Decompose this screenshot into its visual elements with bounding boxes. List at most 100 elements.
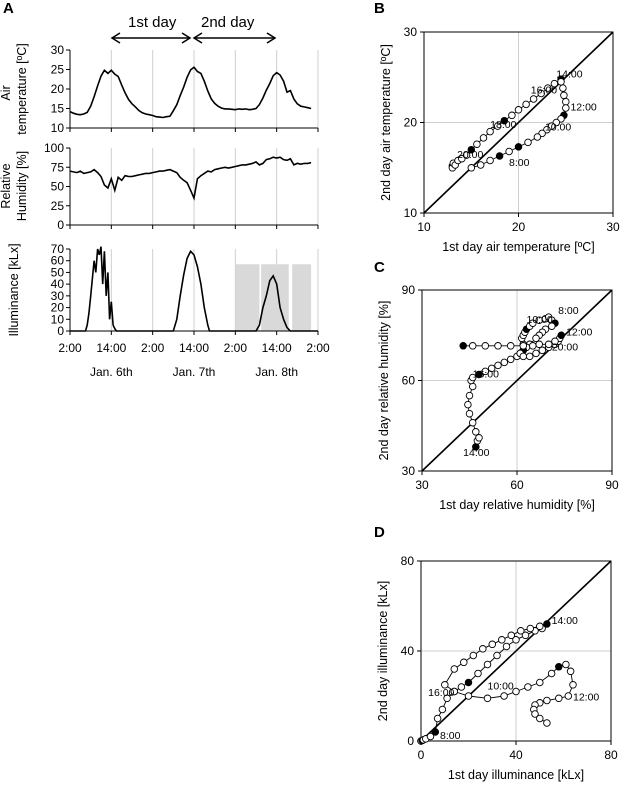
time-label: 10:00	[488, 680, 514, 692]
data-point	[544, 84, 552, 92]
data-point	[519, 342, 528, 350]
y-tick-label: 30	[404, 25, 418, 39]
shaded-region	[235, 264, 260, 331]
y-tick-label: 30	[51, 43, 65, 57]
y-tick-label: 30	[402, 464, 416, 478]
y-tick-label: 20	[51, 301, 65, 315]
y-tick-label: 25	[51, 199, 65, 213]
time-label: 14:00	[552, 615, 578, 627]
data-point	[519, 352, 528, 361]
data-point	[551, 337, 559, 346]
data-point	[531, 710, 539, 718]
y-tick-label: 20	[51, 82, 65, 96]
y-axis-title: 2nd day air temperature [ºC]	[379, 44, 393, 201]
time-label: 14:00	[463, 447, 489, 459]
y-tick-label: 40	[51, 277, 65, 291]
x-axis-title: 1st day air temperature [ºC]	[442, 240, 595, 254]
time-label: 18:00	[490, 119, 516, 131]
y-tick-label: 20	[404, 116, 418, 130]
x-axis-title: 1st day illuminance [kLx]	[448, 768, 584, 782]
x-tick-label: 2:00	[306, 341, 330, 355]
data-point	[481, 367, 490, 376]
time-label: 10:00	[545, 122, 571, 134]
time-label: 12:00	[570, 102, 596, 114]
data-point	[550, 79, 559, 88]
hour-marker-filled	[459, 342, 467, 350]
data-point	[506, 342, 515, 350]
data-point	[479, 645, 487, 653]
hour-marker-filled	[543, 620, 551, 628]
x-tick-label: 2:00	[224, 341, 248, 355]
time-label: 12:00	[566, 326, 592, 338]
x-tick-label: 80	[604, 748, 618, 762]
data-point	[486, 156, 494, 165]
hour-marker-filled	[500, 116, 509, 125]
data-point	[468, 418, 477, 427]
data-point	[555, 694, 563, 703]
data-point	[475, 434, 483, 442]
hour-marker-filled	[555, 663, 563, 671]
ylabel-rh-1: Relative	[0, 163, 13, 208]
y-tick-label: 50	[51, 180, 65, 194]
identity-line	[420, 560, 612, 742]
x-tick-label: 14:00	[96, 341, 126, 355]
data-point	[494, 342, 502, 350]
panel-label-d: D	[374, 524, 385, 541]
x-tick-label: 40	[509, 748, 523, 762]
y-tick-label: 50	[51, 265, 65, 279]
data-point	[464, 400, 472, 409]
data-point	[443, 694, 451, 703]
data-point	[544, 340, 553, 349]
data-point	[533, 133, 542, 141]
hour-marker-filled	[557, 331, 566, 340]
y-tick-label: 75	[51, 160, 65, 174]
hour-marker-filled	[464, 678, 473, 687]
data-point	[512, 687, 520, 696]
hour-marker-filled	[514, 143, 523, 151]
y-tick-label: 10	[51, 312, 65, 326]
hour-marker-filled	[431, 728, 440, 736]
shaded-region	[292, 264, 312, 331]
y-tick-label: 90	[402, 283, 416, 297]
data-point	[462, 151, 471, 159]
time-label: 20:00	[552, 341, 578, 353]
data-point	[562, 97, 570, 106]
data-point	[543, 125, 551, 134]
y-tick-label: 15	[51, 102, 65, 116]
data-point	[481, 342, 490, 350]
data-point	[450, 687, 459, 696]
x-tick-label: 20	[512, 220, 526, 234]
timeline-arrows	[110, 32, 277, 44]
hour-marker-filled	[475, 370, 483, 379]
x-tick-label: 14:00	[179, 341, 209, 355]
data-point	[538, 346, 547, 355]
x-tick-label: 0	[418, 748, 425, 762]
data-point	[464, 692, 473, 700]
data-point	[559, 84, 567, 92]
y-tick-label: 10	[51, 121, 65, 135]
data-point	[535, 340, 543, 349]
data-point	[493, 651, 501, 660]
time-label: 8:00	[509, 157, 530, 169]
x-tick-label: 30	[415, 478, 429, 492]
data-point	[562, 104, 570, 112]
data-point	[460, 658, 468, 667]
data-point	[483, 694, 492, 703]
data-point	[547, 669, 556, 678]
time-label: 10:00	[527, 314, 553, 326]
data-point	[502, 642, 511, 651]
time-label: 16:00	[428, 687, 454, 699]
data-point	[469, 651, 478, 660]
data-point	[525, 352, 534, 361]
data-point	[537, 89, 545, 98]
x-tick-label: 2:00	[58, 341, 82, 355]
y-axis-title: 2nd day relative humidity [%]	[377, 301, 391, 461]
data-point	[472, 428, 480, 436]
data-point	[493, 122, 502, 130]
time-label: 12:00	[573, 692, 599, 704]
hour-marker-filled	[495, 152, 504, 160]
y-tick-label: 40	[401, 644, 415, 658]
ylabel-illum: Illuminance [kLx]	[7, 243, 21, 336]
data-point	[486, 127, 494, 136]
data-point	[564, 692, 573, 700]
